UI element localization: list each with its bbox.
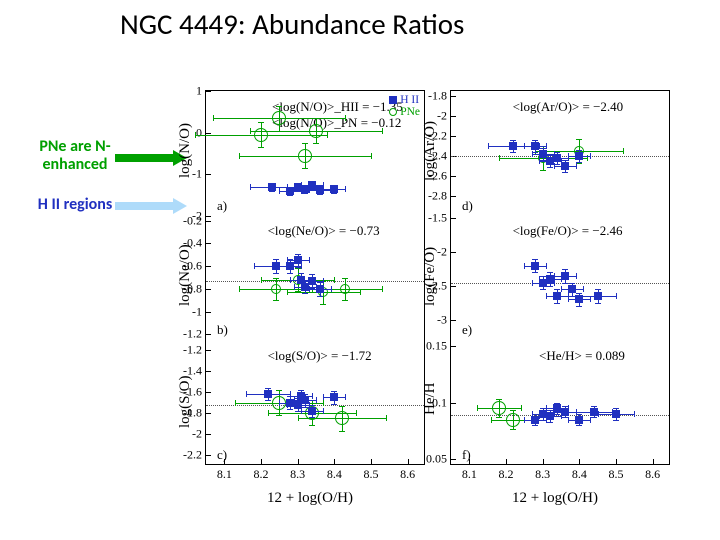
panel-tag-c: c) bbox=[217, 447, 227, 463]
ylabel-f: He/H bbox=[422, 383, 439, 416]
panel-tag-e: e) bbox=[462, 322, 472, 338]
panel-tag-a: a) bbox=[217, 198, 227, 214]
panel-tag-d: d) bbox=[462, 198, 473, 214]
refline-e bbox=[451, 283, 669, 284]
annotation-c-0: <log(S/O)> = −1.72 bbox=[268, 348, 372, 364]
ylabel-a: log(N/O) bbox=[177, 123, 194, 178]
ylabel-e: log(Fe/O) bbox=[422, 247, 439, 306]
panel-b: -1.2-1-0.8-0.6-0.4-0.2<log(Ne/O)> = −0.7… bbox=[205, 215, 425, 340]
pne-arrow-line bbox=[115, 154, 175, 162]
page-title: NGC 4449: Abundance Ratios bbox=[120, 6, 680, 42]
hii-arrow-line bbox=[115, 202, 175, 210]
xlabel-c: 12 + log(O/H) bbox=[267, 490, 353, 507]
pne-side-text: PNe are N-enhanced bbox=[39, 137, 110, 174]
xlabel-f: 12 + log(O/H) bbox=[512, 490, 598, 507]
ylabel-d: log(Ar/O) bbox=[422, 121, 439, 181]
annotation-e-0: <log(Fe/O)> = −2.46 bbox=[513, 223, 623, 239]
panel-c: -2.2-2-1.8-1.6-1.4-1.2<log(S/O)> = −1.72… bbox=[205, 340, 425, 465]
annotation-f-0: <He/H> = 0.089 bbox=[539, 348, 625, 364]
panel-tag-b: b) bbox=[217, 322, 228, 338]
annotation-d-0: <log(Ar/O)> = −2.40 bbox=[513, 99, 624, 115]
annotation-b-0: <log(Ne/O)> = −0.73 bbox=[268, 223, 380, 239]
legend: H IIPNe bbox=[389, 94, 420, 118]
panel-d: -2.8-2.6-2.4-2.2-2-1.8<log(Ar/O)> = −2.4… bbox=[450, 90, 670, 215]
ylabel-b: log(Ne/O) bbox=[177, 245, 194, 307]
hii-arrow-head bbox=[173, 198, 187, 214]
panel-e: -3-2.5-2-1.5<log(Fe/O)> = −2.46e) bbox=[450, 215, 670, 340]
ylabel-c: log(S/O) bbox=[177, 376, 194, 429]
annotation-a-0: <log(N/O)>_HII = −1.35 bbox=[272, 99, 403, 115]
panel-f: 0.050.10.15<He/H> = 0.089f)8.18.28.38.48… bbox=[450, 340, 670, 465]
panel-a: -2-101<log(N/O)>_HII = −1.35<log(N/O)>_P… bbox=[205, 90, 425, 215]
hii-side-text: H II regions bbox=[38, 195, 113, 214]
